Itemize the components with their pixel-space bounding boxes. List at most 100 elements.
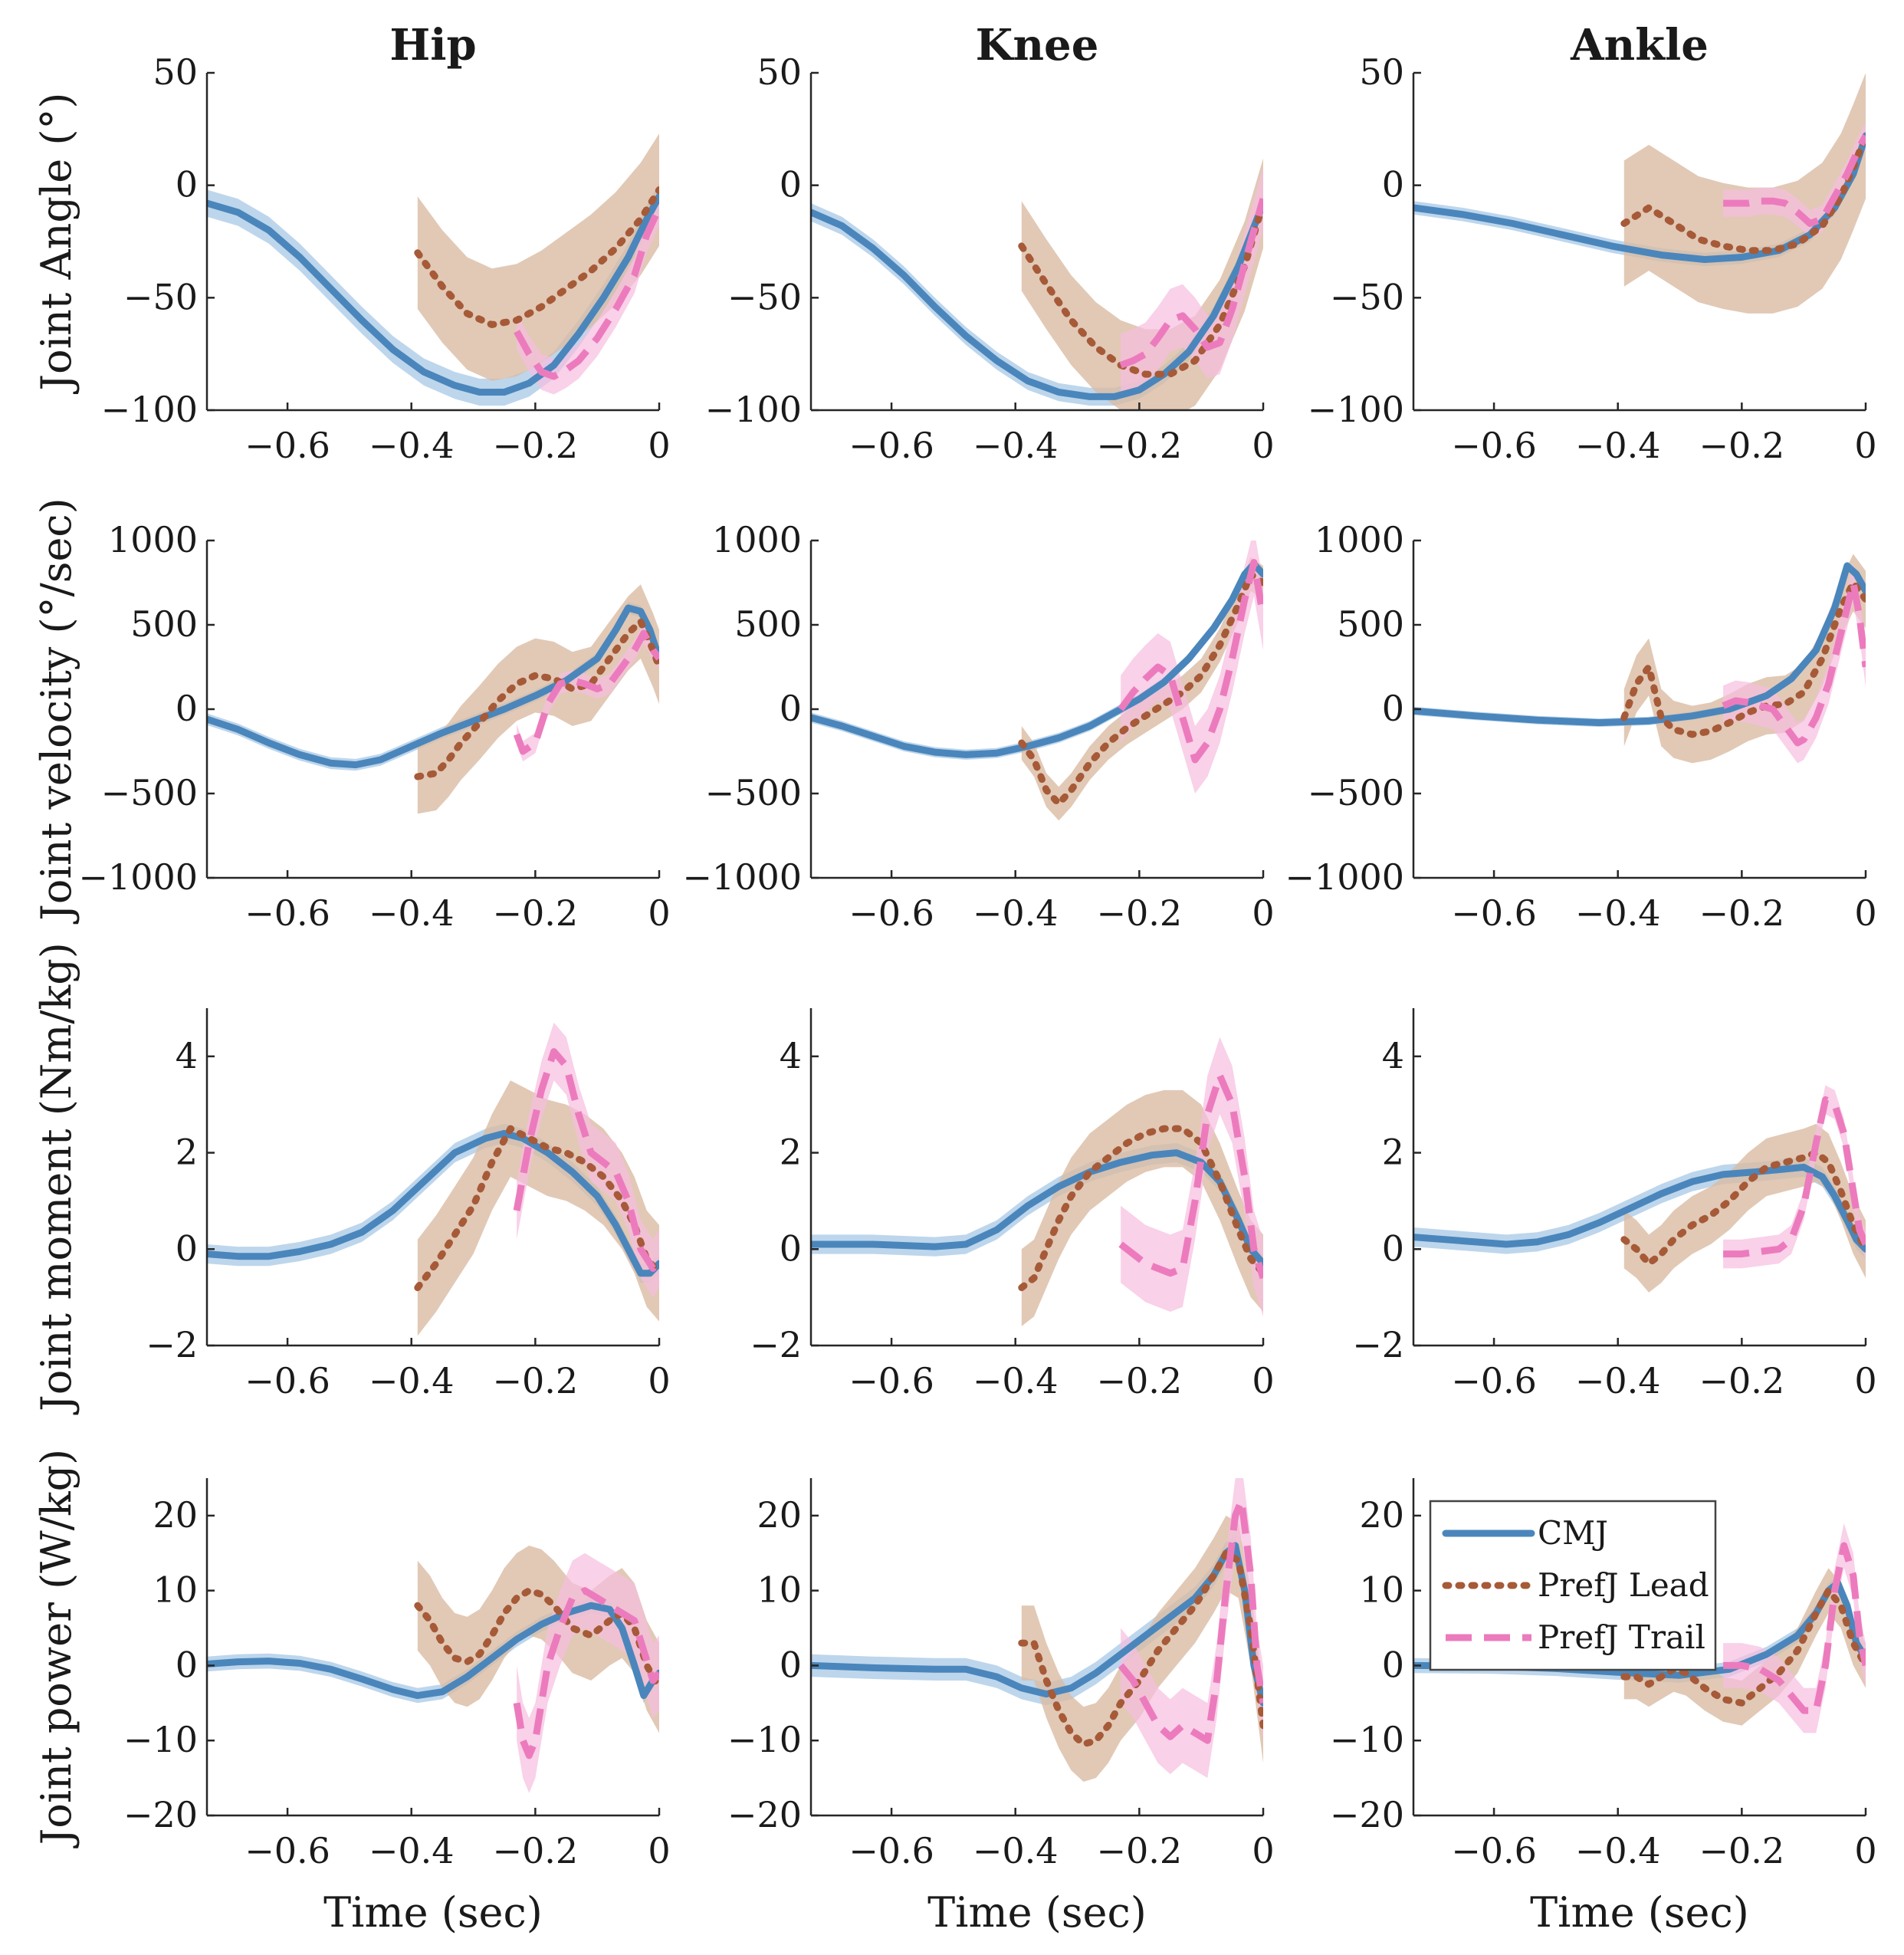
line-cmj-power-hip bbox=[207, 1602, 659, 1700]
band-trail-velocity-knee bbox=[1121, 540, 1263, 794]
x-tick-label: −0.2 bbox=[1699, 425, 1785, 466]
y-tick-label: −1000 bbox=[78, 856, 198, 898]
panel-power-knee: 20 10 0 −10 −20 −0.6 −0.4 −0.2 0 Time (sec) bbox=[727, 1478, 1275, 1937]
band-lead-velocity-ankle bbox=[1623, 554, 1866, 764]
column-title-ankle: Ankle bbox=[1570, 20, 1709, 71]
x-tick-label: −0.2 bbox=[1097, 1830, 1183, 1871]
x-tick-label: −0.6 bbox=[849, 1360, 934, 1401]
y-tick-label: −2 bbox=[1352, 1324, 1404, 1365]
panel-power-ankle: 20 10 0 −10 −20 −0.6 −0.4 −0.2 0 Time (sec) CMJ Pre… bbox=[1330, 1478, 1877, 1937]
band-trail-velocity-hip bbox=[517, 623, 659, 762]
y-tick-label: −20 bbox=[123, 1794, 198, 1835]
line-lead-velocity-hip bbox=[414, 618, 659, 780]
line-cmj-velocity-hip bbox=[207, 604, 659, 769]
x-tick-label: −0.4 bbox=[973, 425, 1059, 466]
x-tick-label: −0.2 bbox=[1097, 425, 1183, 466]
legend-label-cmj: CMJ bbox=[1538, 1514, 1608, 1552]
y-tick-label: 1000 bbox=[712, 519, 802, 560]
panel-angle-knee: 50 0 −50 −100 −0.6 −0.4 −0.2 0 bbox=[705, 51, 1275, 466]
y-axis-label-angle: Joint Angle (°) bbox=[32, 93, 80, 395]
panel-angle-ankle: 50 0 −50 −100 −0.6 −0.4 −0.2 0 bbox=[1308, 51, 1877, 466]
y-tick-label: −20 bbox=[1330, 1794, 1404, 1835]
y-tick-label: 0 bbox=[1382, 1227, 1404, 1269]
panel-moment-hip: 4 2 0 −2 −0.6 −0.4 −0.2 0 bbox=[146, 1008, 671, 1401]
band-cmj-moment-ankle bbox=[1413, 1157, 1866, 1259]
y-tick-label: −10 bbox=[727, 1719, 802, 1760]
y-tick-label: 1000 bbox=[108, 519, 198, 560]
x-tick-label: −0.2 bbox=[1097, 1360, 1183, 1401]
line-cmj-velocity-knee bbox=[811, 560, 1263, 758]
y-tick-label: −10 bbox=[123, 1719, 198, 1760]
y-tick-label: 0 bbox=[1382, 164, 1404, 205]
panel-velocity-hip: 1000 500 0 −500 −1000 −0.6 −0.4 −0.2 0 bbox=[78, 519, 670, 934]
band-lead-angle-hip bbox=[417, 133, 659, 381]
line-lead-velocity-ankle bbox=[1620, 579, 1866, 738]
y-tick-label: −100 bbox=[705, 389, 802, 430]
line-trail-angle-ankle bbox=[1723, 133, 1866, 227]
band-lead-power-knee bbox=[1021, 1515, 1263, 1782]
y-tick-label: 4 bbox=[780, 1035, 802, 1076]
x-tick-label: −0.6 bbox=[1451, 1830, 1537, 1871]
x-tick-label: 0 bbox=[648, 1830, 670, 1871]
panel-angle-hip: 50 0 −50 −100 −0.6 −0.4 −0.2 0 bbox=[101, 51, 671, 466]
y-tick-label: 0 bbox=[1382, 688, 1404, 729]
y-tick-label: −1000 bbox=[682, 856, 802, 898]
x-tick-label: −0.2 bbox=[1699, 1830, 1785, 1871]
x-tick-label: 0 bbox=[1854, 425, 1876, 466]
line-trail-angle-hip bbox=[514, 206, 659, 380]
x-tick-label: −0.6 bbox=[1451, 892, 1537, 934]
legend-label-trail: PrefJ Trail bbox=[1538, 1618, 1705, 1656]
y-tick-label: −2 bbox=[750, 1324, 802, 1365]
x-tick-label: −0.6 bbox=[1451, 425, 1537, 466]
y-tick-label: 20 bbox=[757, 1494, 802, 1536]
y-tick-label: 0 bbox=[176, 1644, 198, 1685]
x-tick-label: −0.2 bbox=[493, 1830, 579, 1871]
band-trail-moment-hip bbox=[517, 1022, 659, 1298]
x-tick-label: −0.6 bbox=[245, 1830, 330, 1871]
y-tick-label: −50 bbox=[727, 276, 802, 317]
y-tick-label: 0 bbox=[780, 1644, 802, 1685]
line-trail-velocity-hip bbox=[513, 629, 659, 755]
line-trail-moment-hip bbox=[513, 1048, 659, 1272]
line-trail-power-ankle bbox=[1723, 1542, 1866, 1714]
x-tick-label: −0.4 bbox=[1575, 1830, 1661, 1871]
x-axis-label: Time (sec) bbox=[1530, 1888, 1749, 1937]
x-tick-label: −0.4 bbox=[369, 892, 455, 934]
x-tick-label: −0.6 bbox=[245, 892, 330, 934]
y-tick-label: −500 bbox=[1308, 772, 1404, 813]
x-tick-label: −0.6 bbox=[1451, 1360, 1537, 1401]
y-tick-label: −100 bbox=[1308, 389, 1404, 430]
line-lead-moment-knee bbox=[1018, 1125, 1263, 1292]
y-tick-label: 0 bbox=[176, 688, 198, 729]
x-tick-label: −0.2 bbox=[493, 892, 579, 934]
band-trail-moment-knee bbox=[1121, 1037, 1263, 1317]
x-tick-label: 0 bbox=[1252, 1360, 1274, 1401]
line-trail-moment-ankle bbox=[1723, 1096, 1866, 1258]
line-trail-angle-knee bbox=[1119, 198, 1263, 369]
y-tick-label: 0 bbox=[780, 688, 802, 729]
x-tick-label: −0.2 bbox=[493, 425, 579, 466]
panel-velocity-knee: 1000 500 0 −500 −1000 −0.6 −0.4 −0.2 0 bbox=[682, 519, 1274, 934]
y-tick-label: 50 bbox=[153, 51, 198, 93]
y-tick-label: 4 bbox=[176, 1035, 198, 1076]
line-trail-velocity-ankle bbox=[1722, 579, 1866, 747]
y-tick-label: 0 bbox=[176, 164, 198, 205]
line-lead-angle-ankle bbox=[1620, 132, 1866, 255]
y-tick-label: −50 bbox=[123, 276, 198, 317]
x-tick-label: −0.6 bbox=[245, 1360, 330, 1401]
band-cmj-moment-hip bbox=[207, 1123, 659, 1283]
y-tick-label: −1000 bbox=[1285, 856, 1404, 898]
band-lead-velocity-hip bbox=[417, 584, 659, 814]
y-tick-label: −500 bbox=[101, 772, 198, 813]
x-tick-label: −0.4 bbox=[369, 425, 455, 466]
band-cmj-velocity-ankle bbox=[1413, 561, 1866, 728]
y-tick-label: 0 bbox=[176, 1227, 198, 1269]
x-tick-label: −0.2 bbox=[1699, 892, 1785, 934]
panel-moment-knee: 4 2 0 −2 −0.6 −0.4 −0.2 0 bbox=[750, 1008, 1275, 1401]
panel-power-hip: 20 10 0 −10 −20 −0.6 −0.4 −0.2 0 Time (sec) bbox=[123, 1478, 671, 1937]
y-tick-label: −20 bbox=[727, 1794, 802, 1835]
x-tick-label: 0 bbox=[648, 1360, 670, 1401]
panel-velocity-ankle: 1000 500 0 −500 −1000 −0.6 −0.4 −0.2 0 bbox=[1285, 519, 1876, 934]
x-tick-label: −0.6 bbox=[849, 425, 934, 466]
y-tick-label: 0 bbox=[780, 1227, 802, 1269]
